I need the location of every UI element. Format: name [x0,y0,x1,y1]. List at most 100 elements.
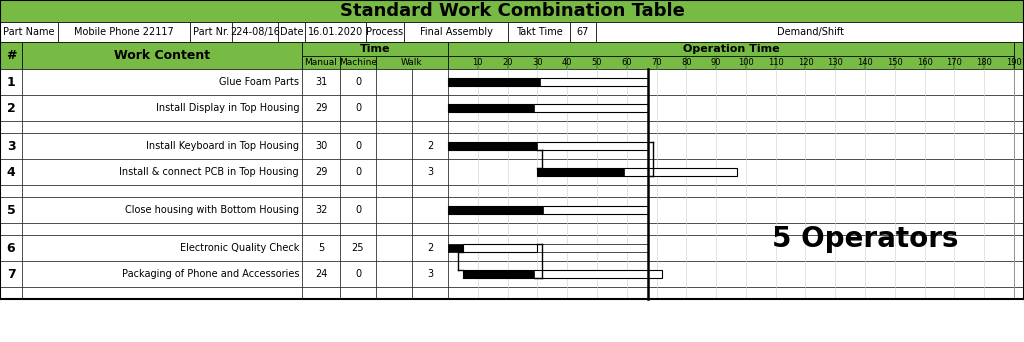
Bar [302,287,340,299]
Bar [449,104,647,112]
Bar [1014,133,1024,159]
Text: 140: 140 [857,58,872,67]
Bar [22,185,302,197]
Bar [376,287,412,299]
Bar [302,133,340,159]
Bar [22,69,302,95]
Bar [1014,235,1024,261]
Bar [412,95,449,121]
Bar [1014,261,1024,287]
Bar [22,235,302,261]
Bar [366,22,404,42]
Bar [340,159,376,185]
Text: Walk: Walk [401,58,423,67]
Text: 110: 110 [768,58,783,67]
Text: #: # [6,49,16,62]
Bar [376,69,412,95]
Bar [1014,287,1024,299]
Text: 16.01.2020: 16.01.2020 [308,27,364,37]
Bar [302,42,449,56]
Text: 80: 80 [681,58,691,67]
Text: 160: 160 [916,58,933,67]
Bar [0,121,22,133]
Bar [0,0,1024,22]
Bar [278,22,305,42]
Bar [376,121,412,133]
Bar [22,42,302,69]
Bar [412,261,449,287]
Text: 67: 67 [577,27,589,37]
Bar [412,223,449,235]
Text: 60: 60 [622,58,632,67]
Bar [538,168,737,176]
Text: 50: 50 [592,58,602,67]
Text: 20: 20 [503,58,513,67]
Bar [232,22,278,42]
Bar [302,95,340,121]
Bar [412,159,449,185]
Text: Close housing with Bottom Housing: Close housing with Bottom Housing [125,205,299,215]
Bar [376,197,412,223]
Bar [0,22,58,42]
Bar [376,261,412,287]
Bar [449,78,647,86]
Bar [463,270,663,278]
Text: 29: 29 [314,103,328,113]
Bar [412,69,449,95]
Bar [302,121,340,133]
Bar [538,244,647,252]
Text: 1: 1 [6,76,15,89]
Bar [340,121,376,133]
Bar [412,235,449,261]
Bar [449,104,535,112]
Text: 30: 30 [314,141,327,151]
Bar [1014,42,1024,69]
Bar [463,244,538,252]
Bar [340,235,376,261]
Text: Install & connect PCB in Top Housing: Install & connect PCB in Top Housing [120,167,299,177]
Bar [22,133,302,159]
Text: 4: 4 [6,166,15,179]
Text: Electronic Quality Check: Electronic Quality Check [179,243,299,253]
Text: 0: 0 [355,103,361,113]
Bar [449,56,1014,69]
Bar [302,223,340,235]
Bar [376,185,412,197]
Text: 120: 120 [798,58,813,67]
Bar [449,95,1014,121]
Text: 0: 0 [355,141,361,151]
Text: Mobile Phone 22117: Mobile Phone 22117 [74,27,174,37]
Bar [0,42,22,69]
Text: 2: 2 [6,102,15,115]
Bar [0,95,22,121]
Text: Manual: Manual [304,58,338,67]
Bar [302,56,340,69]
Bar [404,22,508,42]
Bar [190,22,232,42]
Bar [449,42,1014,56]
Bar [449,261,1014,287]
Bar [22,223,302,235]
Bar [0,133,22,159]
Bar [1014,95,1024,121]
Bar [376,95,412,121]
Text: 170: 170 [946,58,963,67]
Bar [302,185,340,197]
Text: 5: 5 [317,243,325,253]
Bar [412,185,449,197]
Text: 7: 7 [6,267,15,280]
Text: Machine: Machine [339,58,377,67]
Text: Process: Process [367,27,403,37]
Text: Packaging of Phone and Accessories: Packaging of Phone and Accessories [122,269,299,279]
Text: 31: 31 [314,77,327,87]
Bar [302,261,340,287]
Text: 3: 3 [427,269,433,279]
Bar [376,159,412,185]
Bar [449,159,1014,185]
Bar [449,133,1014,159]
Text: Install Keyboard in Top Housing: Install Keyboard in Top Housing [146,141,299,151]
Bar [508,22,570,42]
Text: 40: 40 [562,58,572,67]
Bar [449,121,1014,133]
Bar [449,223,1014,235]
